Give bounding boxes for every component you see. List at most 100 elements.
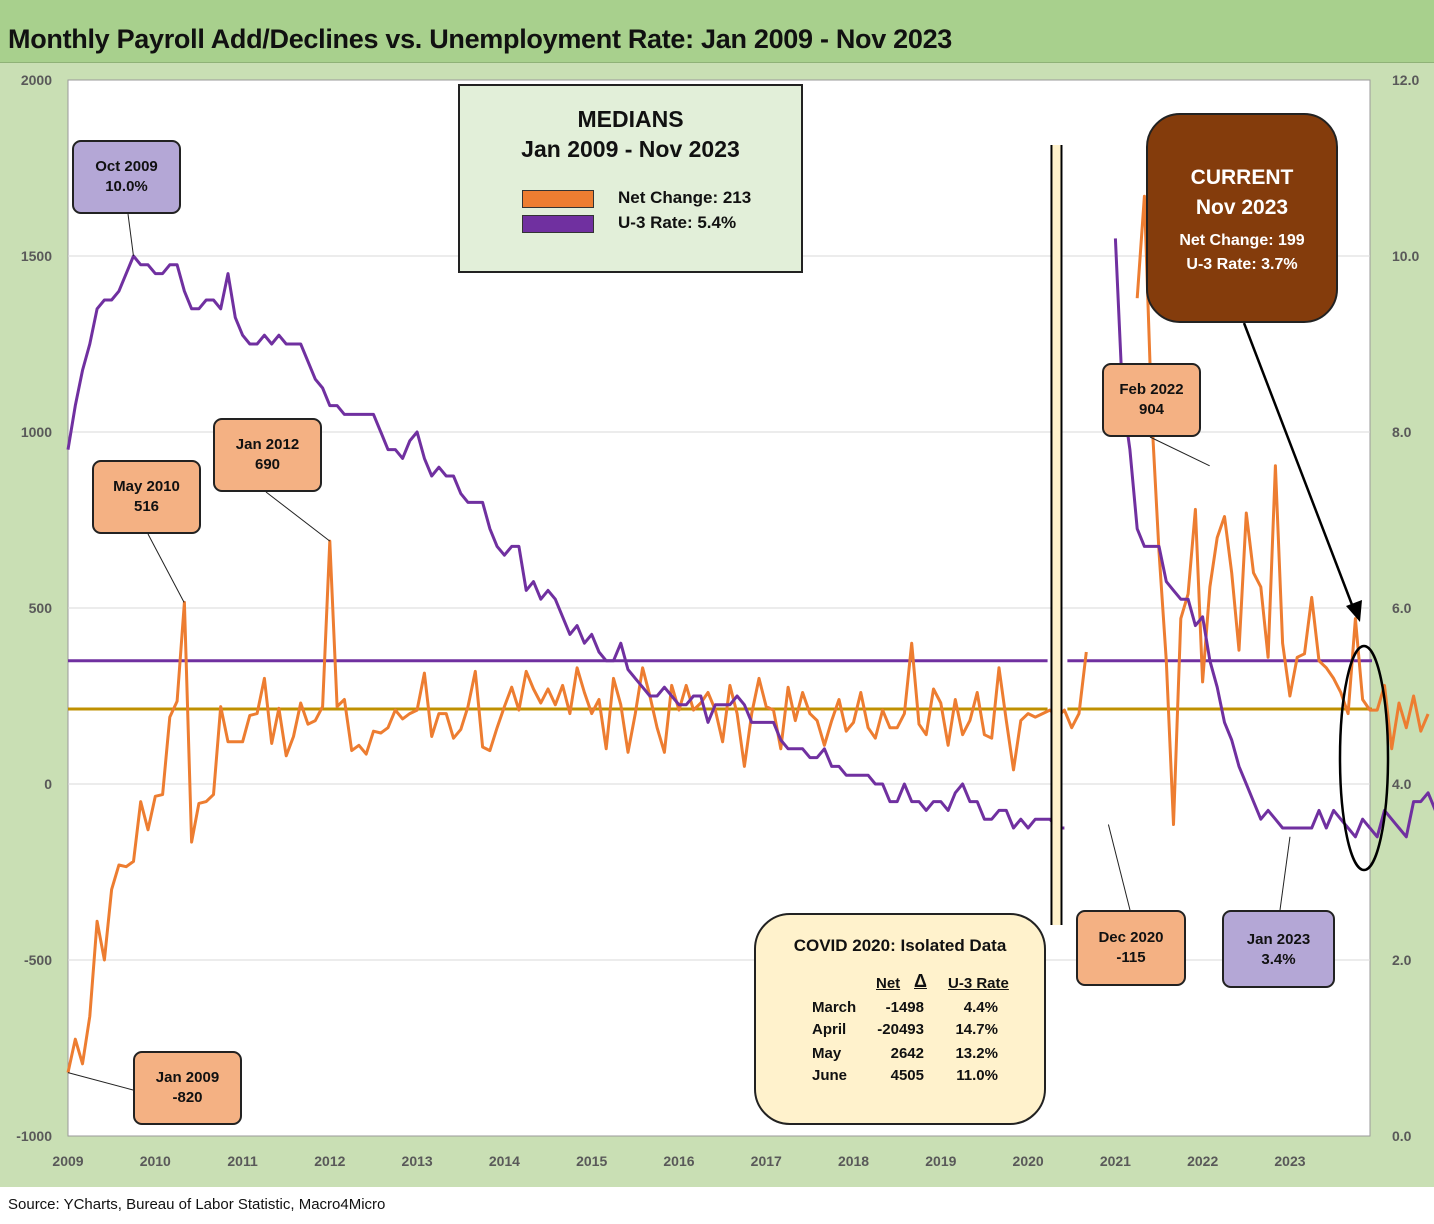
callout-value: 3.4% <box>1261 951 1296 968</box>
current-u3-rate: U-3 Rate: 3.7% <box>1186 256 1298 273</box>
covid-row: May 2642 13.2% <box>756 1045 1048 1067</box>
y-left-tick-label: 500 <box>29 600 53 616</box>
current-heading: CURRENT <box>1190 166 1294 189</box>
covid-row: June 4505 11.0% <box>756 1067 1048 1089</box>
source-note: Source: YCharts, Bureau of Labor Statist… <box>8 1196 386 1213</box>
covid-month: June <box>812 1067 848 1084</box>
y-right-tick-label: 10.0 <box>1392 248 1419 264</box>
covid-rate: 13.2% <box>955 1045 998 1062</box>
callout-label: Jan 2012 <box>235 436 300 453</box>
series-line-u-3-rate <box>66 254 1065 830</box>
covid-col-rate: U-3 Rate <box>948 975 1009 992</box>
covid-net: 2642 <box>890 1045 924 1062</box>
covid-month: May <box>812 1045 842 1062</box>
covid-col-net: Net <box>876 975 901 992</box>
x-tick-label: 2012 <box>314 1153 345 1169</box>
covid-box: COVID 2020: Isolated Data Net Δ U-3 Rate… <box>754 913 1046 1125</box>
callout-jan-2023: Jan 2023 3.4% <box>1222 910 1335 988</box>
medians-period: Jan 2009 - Nov 2023 <box>521 136 740 162</box>
legend-u3-label: U-3 Rate: 5.4% <box>618 213 737 232</box>
current-highlight-ellipse <box>1338 644 1390 872</box>
leader-feb-2022 <box>1149 436 1210 467</box>
callout-value: -115 <box>1116 949 1146 966</box>
callout-label: May 2010 <box>113 478 180 495</box>
x-tick-label: 2020 <box>1013 1153 1044 1169</box>
callout-feb-2022: Feb 2022 904 <box>1102 363 1201 437</box>
covid-net: 4505 <box>890 1067 924 1084</box>
series-line-u-3-rate <box>1113 238 1434 839</box>
covid-title: COVID 2020: Isolated Data <box>793 936 1007 955</box>
legend-swatch-u3 <box>522 215 594 233</box>
x-tick-label: 2016 <box>663 1153 694 1169</box>
series-line-net-change <box>1135 194 1430 826</box>
x-tick-label: 2023 <box>1274 1153 1305 1169</box>
legend-swatch-net-change <box>522 190 594 208</box>
callout-label: Jan 2009 <box>155 1069 220 1086</box>
current-box: CURRENT Nov 2023 Net Change: 199 U-3 Rat… <box>1146 113 1338 323</box>
y-right-tick-label: 2.0 <box>1392 952 1412 968</box>
covid-month: March <box>812 999 857 1016</box>
y-right-tick-label: 6.0 <box>1392 600 1412 616</box>
current-arrow-head <box>1346 600 1362 622</box>
medians-box: MEDIANS Jan 2009 - Nov 2023 Net Change: … <box>458 84 803 273</box>
covid-month: April <box>812 1021 847 1038</box>
x-tick-label: 2015 <box>576 1153 607 1169</box>
y-left-tick-label: -1000 <box>16 1128 52 1144</box>
y-left-tick-label: -500 <box>24 952 52 968</box>
x-tick-label: 2021 <box>1100 1153 1131 1169</box>
covid-row: April -20493 14.7% <box>756 1021 1048 1043</box>
current-net-change: Net Change: 199 <box>1179 232 1305 249</box>
x-tick-label: 2014 <box>489 1153 520 1169</box>
x-tick-label: 2011 <box>227 1153 258 1169</box>
current-arrow-line <box>1242 322 1356 611</box>
callout-value: 904 <box>1138 401 1165 418</box>
x-tick-label: 2010 <box>140 1153 171 1169</box>
covid-gap-band <box>1052 145 1061 925</box>
x-tick-label: 2022 <box>1187 1153 1218 1169</box>
y-right-tick-label: 4.0 <box>1392 776 1412 792</box>
covid-col-delta: Δ <box>914 971 927 991</box>
leader-dec-2020 <box>1107 824 1131 911</box>
y-left-tick-label: 2000 <box>21 72 52 88</box>
y-right-tick-label: 12.0 <box>1392 72 1419 88</box>
x-tick-label: 2017 <box>751 1153 782 1169</box>
covid-header-row: Net Δ U-3 Rate <box>756 971 1048 997</box>
callout-label: Dec 2020 <box>1098 929 1164 946</box>
callout-jan-2009: Jan 2009 -820 <box>133 1051 242 1125</box>
series-line-net-change <box>66 539 1088 1073</box>
callout-label: Jan 2023 <box>1246 931 1311 948</box>
x-tick-label: 2018 <box>838 1153 869 1169</box>
y-left-tick-label: 1500 <box>21 248 52 264</box>
medians-heading: MEDIANS <box>577 106 684 132</box>
y-left-tick-label: 0 <box>44 776 52 792</box>
leader-oct-2009 <box>127 213 134 257</box>
y-left-tick-label: 1000 <box>21 424 52 440</box>
callout-may-2010: May 2010 516 <box>92 460 201 534</box>
x-tick-label: 2019 <box>925 1153 956 1169</box>
leader-jan-2023 <box>1279 836 1291 911</box>
callout-value: 516 <box>133 498 160 515</box>
callout-value: 10.0% <box>105 178 148 195</box>
current-period: Nov 2023 <box>1195 196 1289 219</box>
covid-row: March -1498 4.4% <box>756 999 1048 1021</box>
chart-title: Monthly Payroll Add/Declines vs. Unemplo… <box>8 24 953 54</box>
y-right-tick-label: 8.0 <box>1392 424 1412 440</box>
legend-net-change-label: Net Change: 213 <box>618 188 752 207</box>
covid-net: -1498 <box>885 999 924 1016</box>
leader-jan-2009 <box>67 1072 134 1091</box>
x-tick-label: 2009 <box>52 1153 83 1169</box>
x-tick-label: 2013 <box>402 1153 433 1169</box>
leader-jan-2012 <box>265 491 331 542</box>
callout-label: Oct 2009 <box>95 158 158 175</box>
callout-oct-2009: Oct 2009 10.0% <box>72 140 181 214</box>
covid-rate: 11.0% <box>956 1067 998 1084</box>
callout-jan-2012: Jan 2012 690 <box>213 418 322 492</box>
callout-value: 690 <box>254 456 281 473</box>
covid-rate: 14.7% <box>955 1021 998 1038</box>
covid-rate: 4.4% <box>963 999 998 1016</box>
y-right-tick-label: 0.0 <box>1392 1128 1412 1144</box>
callout-value: -820 <box>172 1089 203 1106</box>
covid-net: -20493 <box>877 1021 924 1038</box>
callout-dec-2020: Dec 2020 -115 <box>1076 910 1186 986</box>
leader-may-2010 <box>147 533 185 603</box>
